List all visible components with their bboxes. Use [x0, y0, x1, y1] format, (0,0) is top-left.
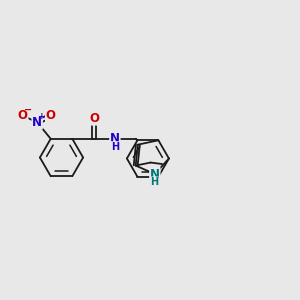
Text: N: N [110, 132, 120, 145]
Text: +: + [38, 112, 46, 121]
Text: O: O [18, 109, 28, 122]
Text: H: H [150, 177, 158, 187]
Text: O: O [89, 112, 99, 125]
Text: N: N [150, 168, 160, 181]
Text: O: O [46, 109, 56, 122]
Text: H: H [111, 142, 119, 152]
Text: N: N [32, 116, 42, 129]
Text: −: − [24, 105, 33, 115]
